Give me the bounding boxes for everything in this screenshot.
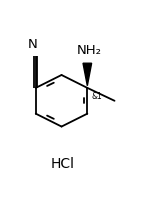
Text: &1: &1 — [92, 92, 102, 101]
Text: HCl: HCl — [51, 157, 75, 171]
Polygon shape — [83, 63, 92, 86]
Text: N: N — [28, 38, 38, 51]
Text: NH₂: NH₂ — [76, 44, 101, 57]
